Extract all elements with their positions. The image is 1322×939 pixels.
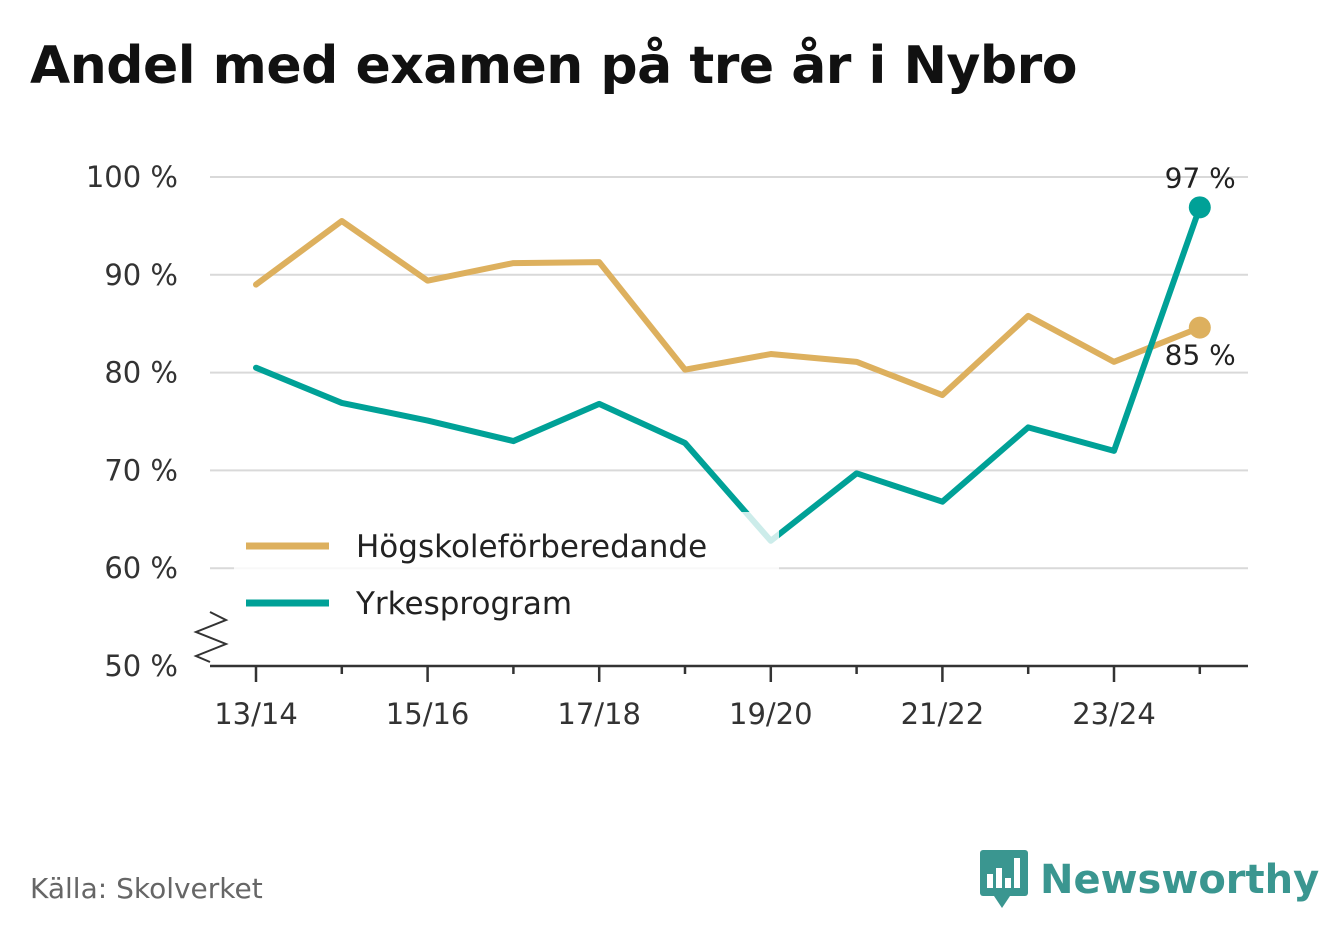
x-tick-label: 21/22 [901, 697, 985, 731]
value-labels: 85 % 97 % [1165, 161, 1236, 371]
legend-label: Yrkesprogram [355, 586, 572, 622]
source-note: Källa: Skolverket [30, 872, 263, 905]
y-tick-label: 50 % [104, 649, 178, 683]
series-line-2 [253, 204, 1203, 544]
x-tick-label: 15/16 [386, 697, 470, 731]
y-tick-label: 100 % [86, 160, 178, 194]
x-tick-label: 17/18 [557, 697, 641, 731]
legend: Högskoleförberedande Yrkesprogram [234, 512, 779, 622]
y-tick-label: 90 % [104, 258, 178, 292]
chart-title: Andel med examen på tre år i Nybro [30, 36, 1078, 96]
series-end-point-1 [1188, 316, 1211, 339]
axes: 50 % 60 % 70 % 80 % 90 % 100 % 13/14 15/16 17/18… [86, 160, 1248, 731]
end-value-label: 85 % [1165, 339, 1236, 372]
series-line-1 [253, 218, 1203, 399]
y-tick-label: 60 % [104, 551, 178, 585]
x-tick-label: 23/24 [1072, 697, 1156, 731]
x-tick-label: 19/20 [729, 697, 813, 731]
y-tick-label: 70 % [104, 453, 178, 487]
bar-chart-speech-icon [980, 850, 1028, 908]
end-value-label: 97 % [1165, 161, 1236, 194]
x-tick-label: 13/14 [214, 697, 298, 731]
legend-background [234, 512, 779, 570]
series-lines [253, 196, 1211, 544]
brand-name: Newsworthy [1040, 857, 1320, 903]
y-tick-label: 80 % [104, 356, 178, 390]
series-end-point-2 [1188, 196, 1211, 219]
brand-logo[interactable]: Newsworthy [980, 850, 1319, 910]
legend-label: Högskoleförberedande [356, 529, 707, 565]
axis-break-symbol [193, 611, 229, 663]
